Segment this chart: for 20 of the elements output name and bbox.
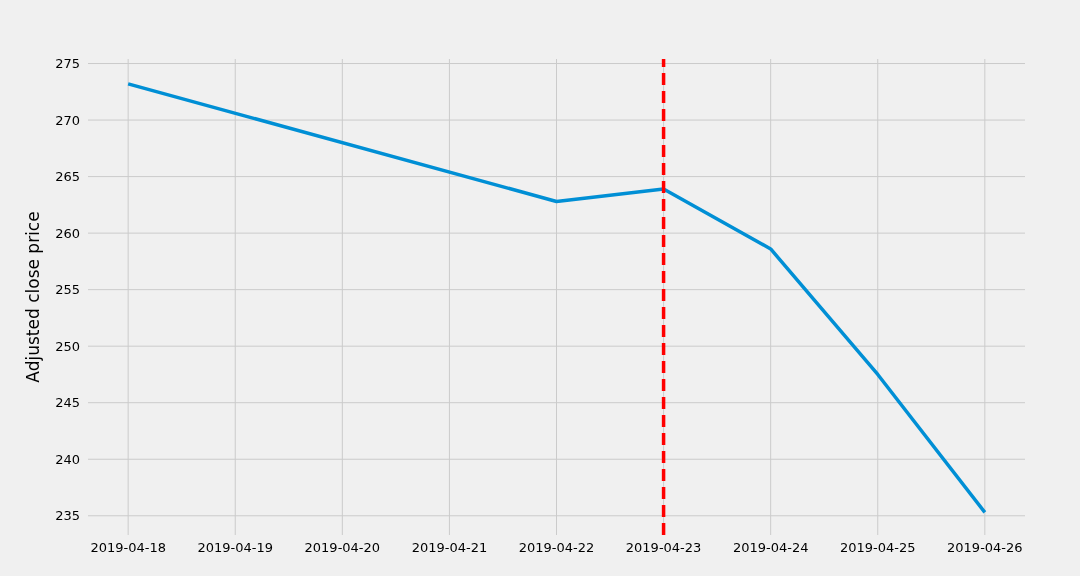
- y-axis-title: Adjusted close price: [23, 211, 44, 383]
- y-tick-label: 255: [55, 282, 80, 298]
- y-tick-label: 265: [55, 169, 80, 185]
- y-tick-label: 245: [55, 395, 80, 411]
- x-tick-label: 2019-04-24: [732, 540, 809, 556]
- y-tick-label: 240: [55, 451, 80, 467]
- x-tick-label: 2019-04-23: [625, 540, 702, 556]
- y-tick-label: 260: [55, 225, 80, 241]
- x-tick-label: 2019-04-19: [197, 540, 274, 556]
- y-tick-label: 250: [55, 338, 80, 354]
- x-tick-label: 2019-04-25: [839, 540, 916, 556]
- x-tick-label: 2019-04-20: [304, 540, 381, 556]
- y-tick-label: 235: [55, 508, 80, 524]
- y-tick-label: 275: [55, 56, 80, 72]
- line-series: [126, 82, 987, 515]
- x-tick-label: 2019-04-18: [90, 540, 166, 556]
- x-tick-label: 2019-04-26: [947, 540, 1023, 556]
- x-tick-label: 2019-04-22: [518, 540, 595, 556]
- y-tick-label: 270: [55, 112, 80, 128]
- x-tick-label: 2019-04-21: [411, 540, 488, 556]
